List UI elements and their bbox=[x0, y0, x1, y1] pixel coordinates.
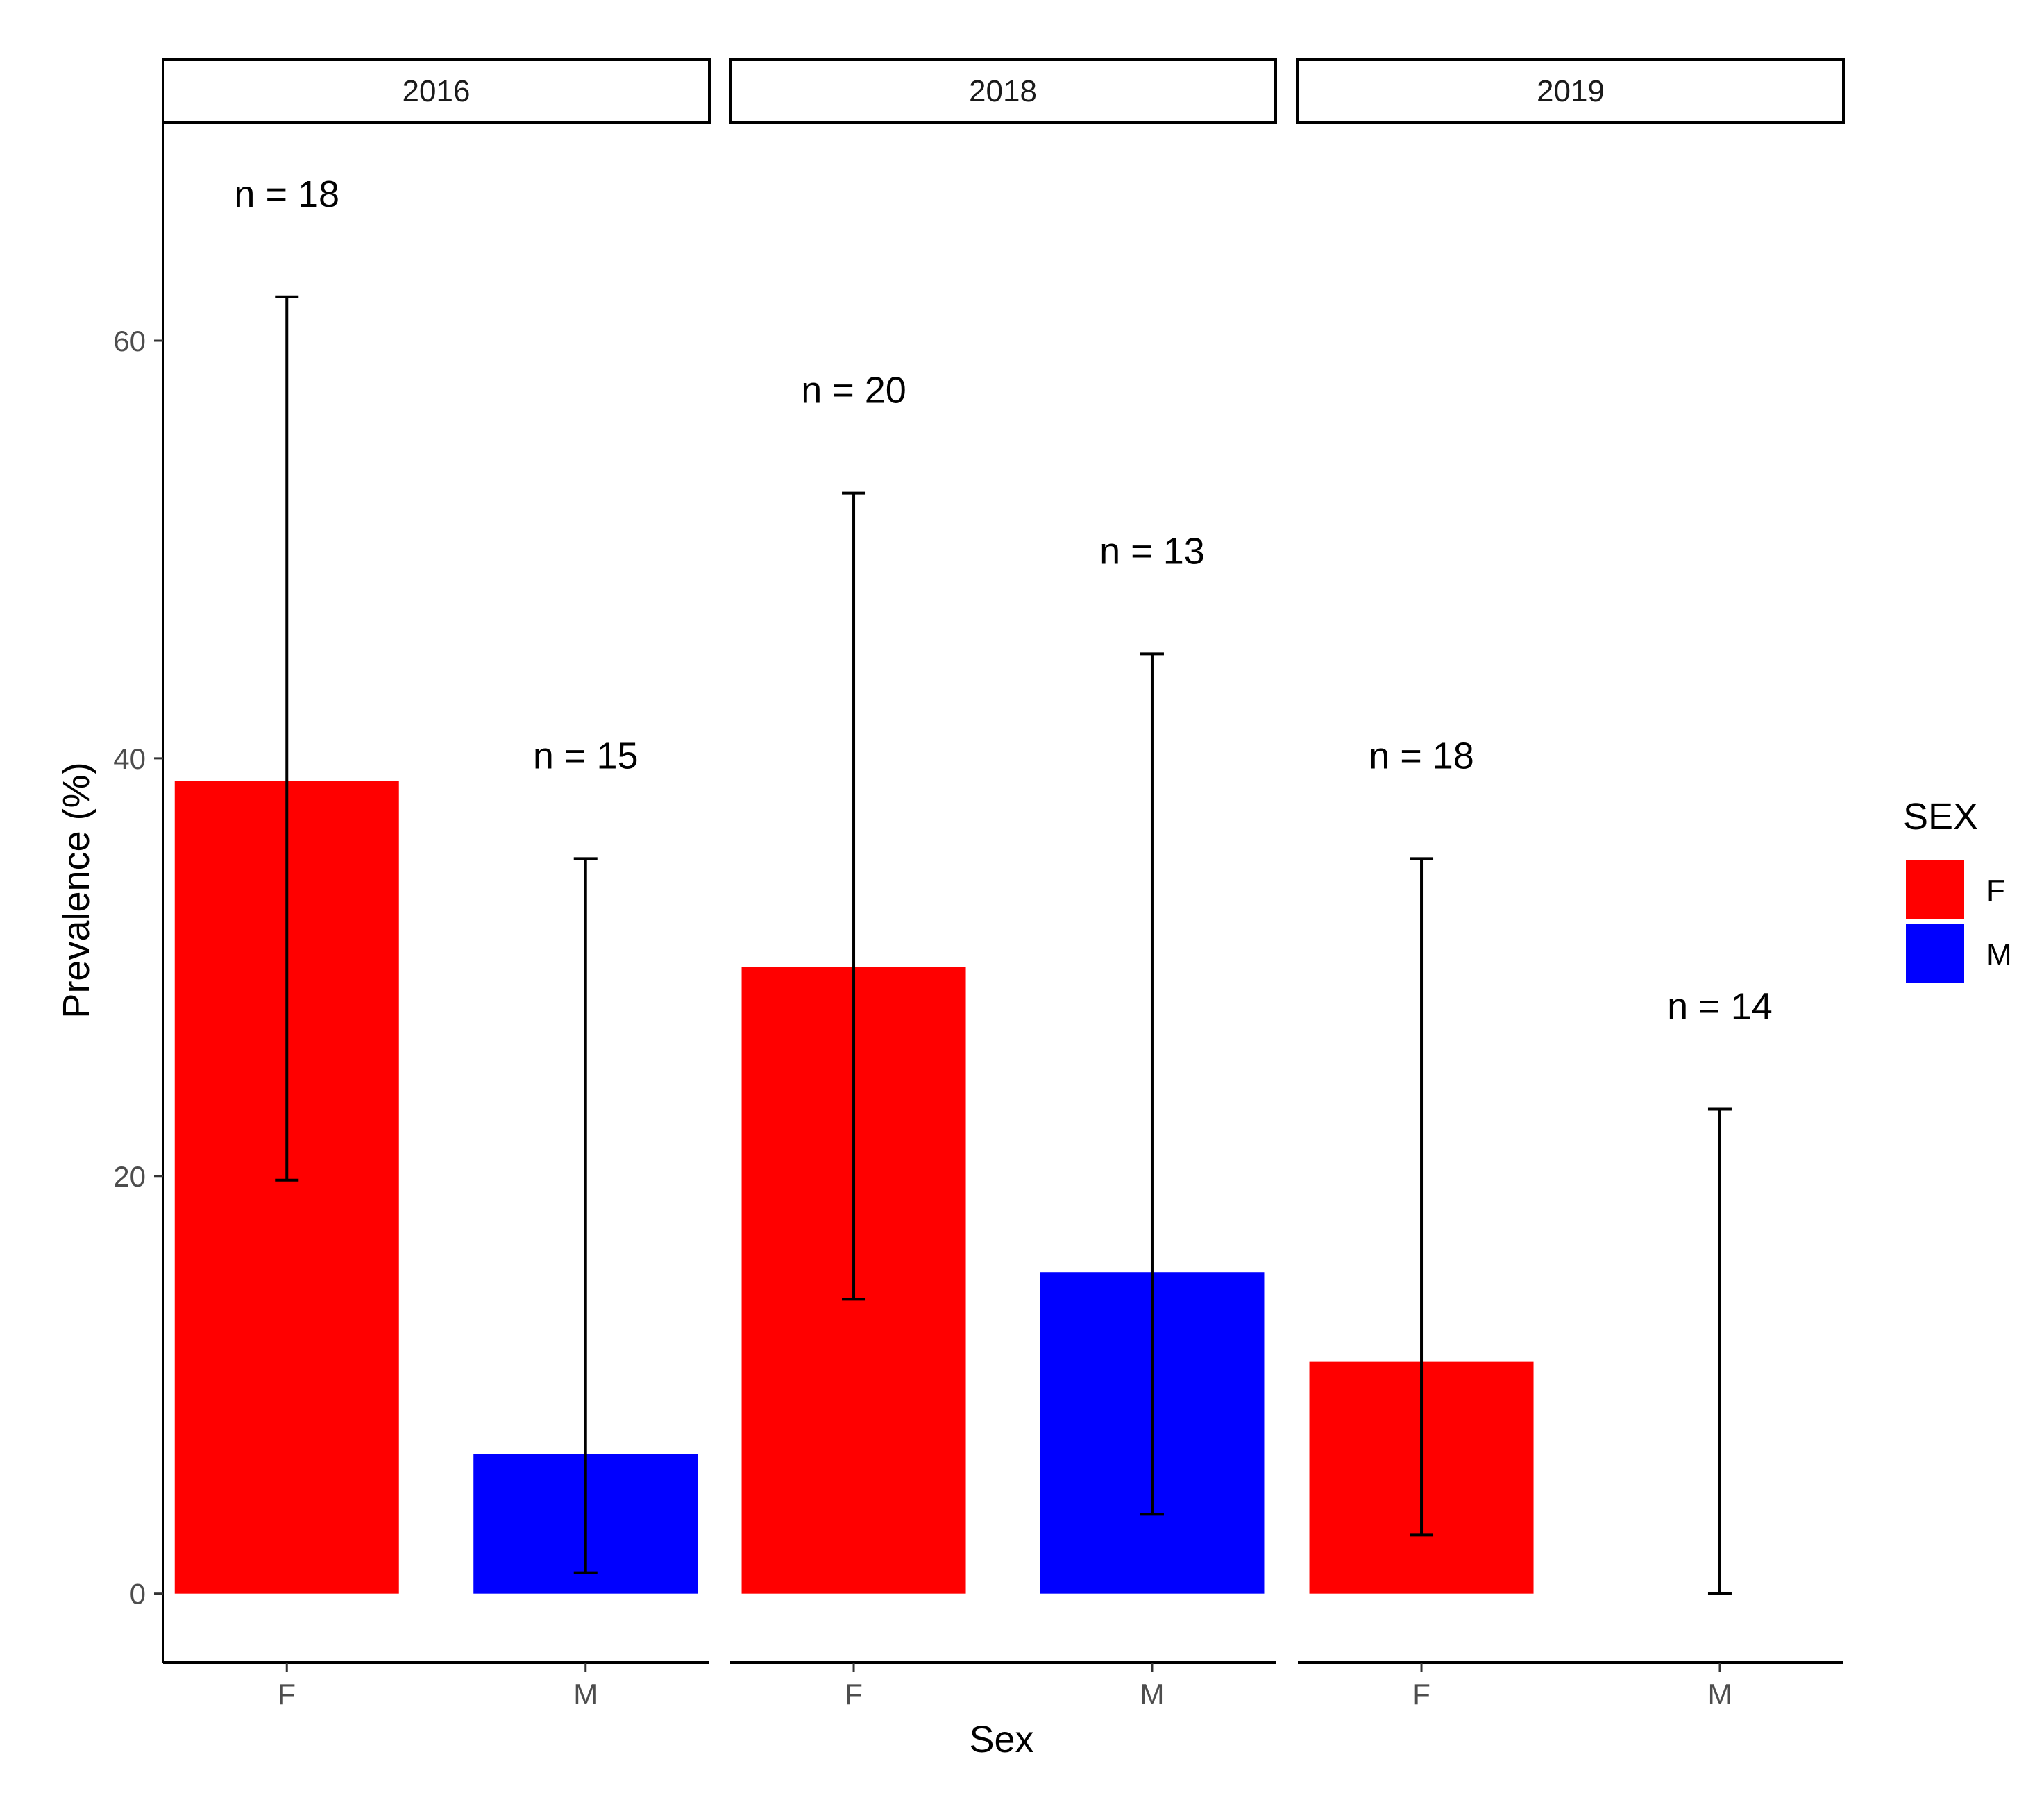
facet-strip-label: 2019 bbox=[1537, 74, 1605, 108]
legend-label-M: M bbox=[1986, 937, 2012, 971]
n-label: n = 18 bbox=[234, 173, 339, 215]
facet-panel-2019: 2019 n = 18 Fn = 14 M bbox=[1296, 58, 1845, 1710]
x-axis-title: Sex bbox=[969, 1719, 1033, 1760]
n-label: n = 13 bbox=[1099, 530, 1205, 572]
y-tick-label: 60 bbox=[113, 325, 146, 357]
facet-panel-2018: 2018 n = 20 Fn = 13 M bbox=[729, 58, 1277, 1710]
x-tick-label: F bbox=[278, 1678, 296, 1710]
facet-strip-label: 2016 bbox=[403, 74, 471, 108]
legend-key-M bbox=[1906, 924, 1964, 983]
y-axis: 0 20 40 60 bbox=[113, 124, 164, 1663]
legend-title: SEX bbox=[1903, 796, 1978, 838]
legend-key-F bbox=[1906, 860, 1964, 919]
legend-label-F: F bbox=[1986, 874, 2005, 908]
x-tick-label: M bbox=[1707, 1678, 1732, 1710]
y-tick-label: 0 bbox=[130, 1578, 146, 1611]
n-label: n = 18 bbox=[1369, 735, 1474, 776]
facet-strip-label: 2018 bbox=[969, 74, 1037, 108]
x-tick-label: M bbox=[1140, 1678, 1164, 1710]
y-axis-title: Prevalence (%) bbox=[56, 762, 97, 1018]
y-tick-label: 40 bbox=[113, 742, 146, 775]
legend: SEX FM bbox=[1903, 796, 2012, 983]
facet-strip bbox=[729, 58, 1277, 124]
n-label: n = 20 bbox=[801, 370, 906, 411]
x-tick-label: F bbox=[845, 1678, 863, 1710]
y-tick-label: 20 bbox=[113, 1160, 146, 1193]
x-tick-label: F bbox=[1412, 1678, 1430, 1710]
facet-strip bbox=[1296, 58, 1845, 124]
facet-strip bbox=[162, 58, 711, 124]
x-tick-label: M bbox=[573, 1678, 598, 1710]
n-label: n = 15 bbox=[533, 735, 639, 776]
n-label: n = 14 bbox=[1667, 985, 1773, 1027]
facet-panel-2016: 2016 n = 18 Fn = 15 M bbox=[162, 58, 711, 1710]
